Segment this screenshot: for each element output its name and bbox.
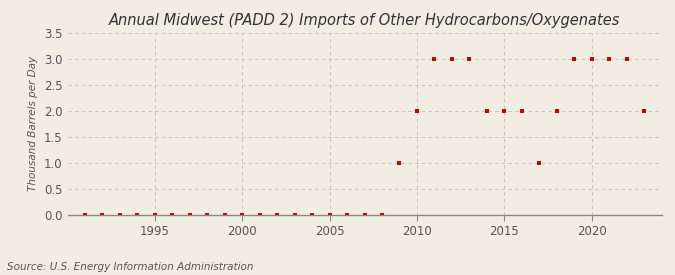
Y-axis label: Thousand Barrels per Day: Thousand Barrels per Day	[28, 56, 38, 191]
Text: Source: U.S. Energy Information Administration: Source: U.S. Energy Information Administ…	[7, 262, 253, 272]
Title: Annual Midwest (PADD 2) Imports of Other Hydrocarbons/Oxygenates: Annual Midwest (PADD 2) Imports of Other…	[109, 13, 620, 28]
